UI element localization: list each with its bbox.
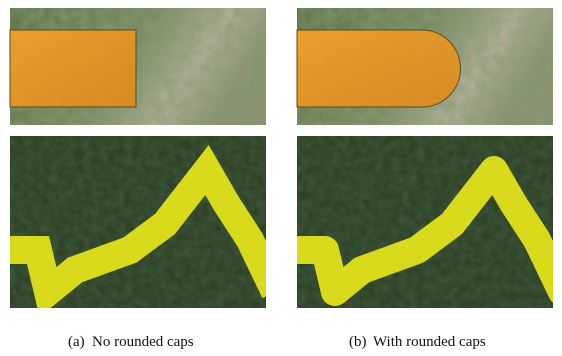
page: (a) No rounded caps (b) With rounded cap… [0, 0, 562, 356]
subfigure-label: (b) [349, 334, 367, 350]
figure: (a) No rounded caps (b) With rounded cap… [0, 0, 562, 356]
buffer-shape [297, 30, 461, 107]
subfigure-caption: With rounded caps [373, 334, 486, 350]
panel-b-bottom [287, 136, 562, 308]
subfigure-label: (a) [68, 334, 85, 350]
panel-a-top [10, 8, 266, 125]
buffer-shape [10, 30, 136, 107]
subfigure-caption: No rounded caps [92, 334, 194, 350]
panel-b-top [297, 8, 553, 125]
panel-a-bottom [0, 136, 275, 308]
